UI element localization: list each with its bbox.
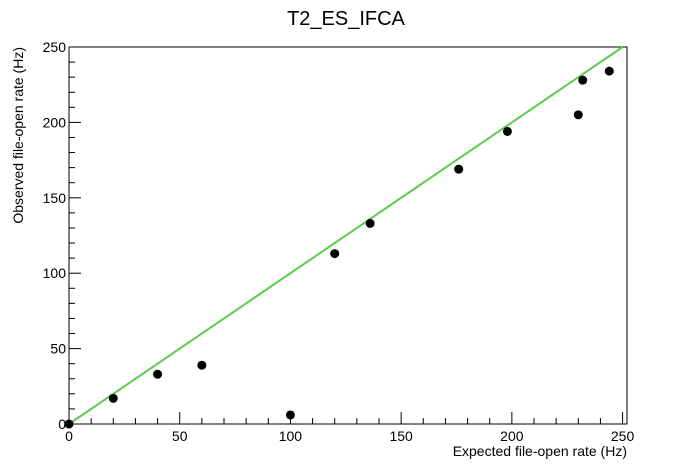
y-tick-label: 100: [43, 265, 67, 281]
x-tick-label: 50: [172, 428, 188, 444]
y-tick-label: 50: [50, 341, 66, 357]
data-point: [108, 393, 118, 403]
x-tick-label: 0: [65, 428, 73, 444]
data-point: [153, 369, 163, 379]
y-axis-ticks: 0 50 100 150 200 250: [43, 39, 81, 432]
chart-title: T2_ES_IFCA: [287, 8, 405, 30]
plot-frame: [68, 46, 628, 425]
data-points: [64, 66, 614, 429]
data-point: [604, 66, 614, 76]
x-tick-label: 100: [279, 428, 303, 444]
y-tick-label: 0: [58, 416, 66, 432]
x-tick-label: 150: [389, 428, 413, 444]
reference-line: [68, 46, 624, 425]
y-axis-label: Observed file-open rate (Hz): [10, 47, 26, 224]
data-point: [285, 410, 295, 420]
data-point: [197, 360, 207, 370]
x-axis-label: Expected file-open rate (Hz): [453, 443, 627, 459]
data-point: [64, 419, 74, 429]
x-axis-ticks: 0 50 100 150 200 250: [65, 412, 634, 444]
data-point: [330, 249, 340, 259]
y-tick-label: 150: [43, 190, 67, 206]
data-point: [365, 218, 375, 228]
minor-ticks: [69, 61, 601, 424]
data-point: [454, 164, 464, 174]
data-point: [573, 110, 583, 120]
y-tick-label: 200: [43, 114, 67, 130]
data-point: [502, 126, 512, 136]
data-point: [578, 75, 588, 85]
x-tick-label: 250: [611, 428, 635, 444]
x-tick-label: 200: [500, 428, 524, 444]
y-tick-label: 250: [43, 39, 67, 55]
